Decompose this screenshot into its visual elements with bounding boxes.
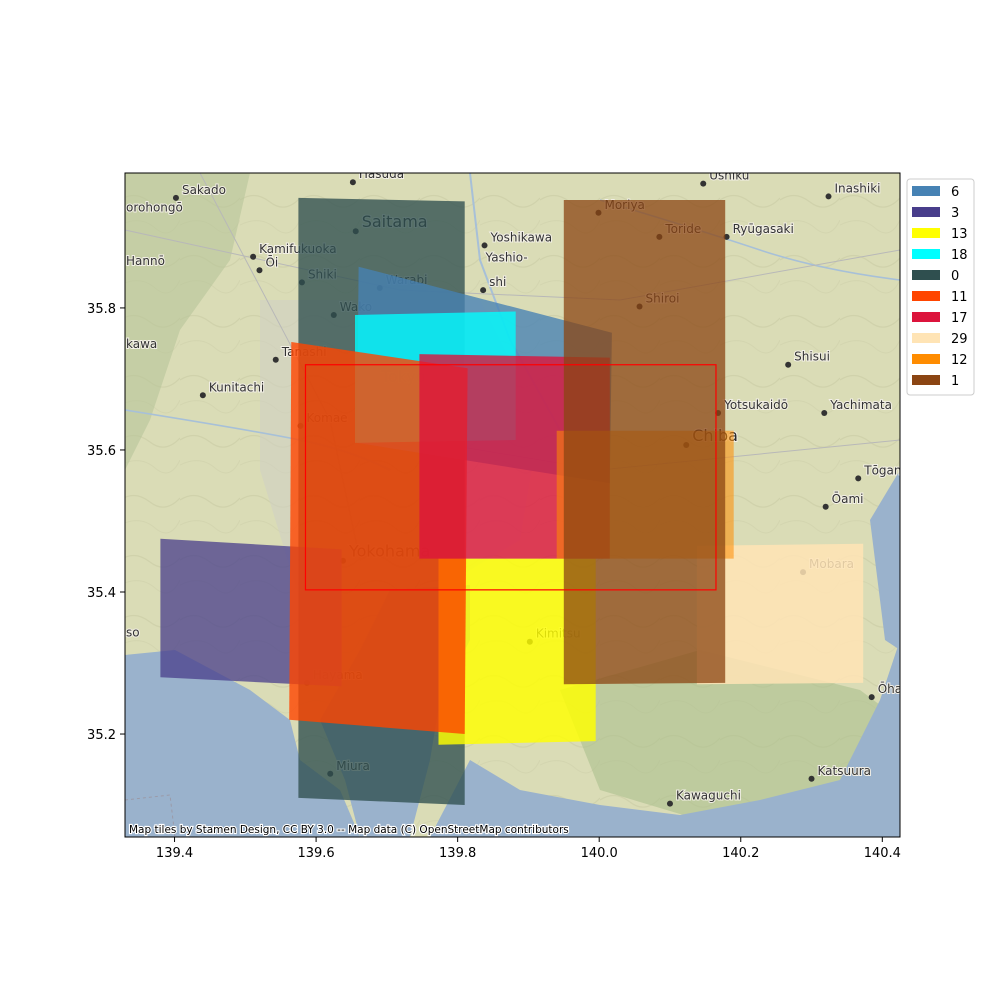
place-label: Inashiki: [835, 181, 881, 195]
footprint-polygons: [160, 197, 864, 805]
y-tick-label: 35.2: [87, 728, 116, 743]
place-label: shi: [489, 275, 506, 289]
legend-swatch-17: [912, 312, 940, 322]
legend: 6 3 13 18 0 11 17 29 12 1: [906, 178, 975, 396]
y-tick-label: 35.8: [87, 302, 116, 317]
x-tick-label: 140.4: [864, 846, 901, 861]
place-label: Katsuura: [818, 764, 871, 778]
boso-hills: [560, 650, 900, 820]
place-label: Yashio-: [485, 250, 528, 264]
place-label: Yoshikawa: [490, 230, 553, 244]
place-label: Ōhara: [878, 682, 915, 696]
place-label: orohongō: [126, 201, 183, 215]
place-label: Kawaguchi: [676, 789, 741, 803]
place-dot: [199, 392, 206, 399]
place-dot: [272, 356, 279, 363]
footprint-13: [438, 558, 596, 745]
legend-swatch-6: [912, 186, 940, 196]
legend-label: 18: [951, 248, 968, 263]
legend-swatch-13: [912, 228, 940, 238]
place-dot: [480, 287, 487, 294]
legend-label: 13: [951, 227, 968, 242]
map-axes: SakadoHasudaUshikuInashikiorohongōSaitam…: [125, 167, 915, 837]
place-label: Kunitachi: [209, 380, 264, 394]
place-dot: [666, 800, 673, 807]
footprint-29: [696, 543, 864, 685]
place-label: Yotsukaidō: [723, 398, 788, 412]
legend-swatch-29: [912, 333, 940, 343]
road: [125, 229, 900, 301]
y-tick-label: 35.4: [87, 586, 116, 601]
footprint-1: [563, 200, 726, 685]
place-label: Sakado: [182, 183, 226, 197]
west-hills: [125, 173, 250, 470]
place-dot: [825, 193, 832, 200]
x-tick-label: 140.0: [581, 846, 618, 861]
legend-swatch-1: [912, 375, 940, 385]
place-dot: [256, 267, 263, 274]
legend-label: 17: [951, 311, 968, 326]
legend-label: 3: [951, 206, 959, 221]
place-label: Shisui: [794, 350, 830, 364]
legend-swatch-0: [912, 270, 940, 280]
map-attribution: Map tiles by Stamen Design, CC BY 3.0 --…: [129, 824, 569, 836]
place-dot: [808, 775, 815, 782]
place-label: Hannō: [126, 254, 165, 268]
x-tick-label: 139.6: [297, 846, 334, 861]
place-dot: [250, 253, 257, 260]
place-dot: [822, 503, 829, 510]
legend-label: 29: [951, 332, 968, 347]
place-label: kawa: [126, 337, 157, 351]
place-label: Ōi: [265, 255, 278, 269]
boundary-line: [125, 794, 176, 837]
axes-frame: [124, 172, 901, 838]
legend-label: 11: [951, 290, 968, 305]
legend-label: 1: [951, 374, 959, 389]
place-label: Tōgane: [863, 463, 909, 477]
kujukuri-coast: [870, 470, 900, 650]
legend-swatch-18: [912, 249, 940, 259]
x-tick-label: 140.2: [722, 846, 759, 861]
legend-label: 12: [951, 353, 968, 368]
y-tick-label: 35.6: [87, 444, 116, 459]
x-axis: 139.4 139.6 139.8 140.0 140.2 140.4: [156, 837, 901, 861]
place-dot: [868, 694, 875, 701]
place-label: Hasuda: [359, 167, 404, 181]
y-axis: 35.2 35.4 35.6 35.8: [87, 302, 125, 743]
pacific-ocean: [430, 640, 900, 837]
place-label: Ryūgasaki: [733, 222, 794, 236]
place-dot: [172, 194, 179, 201]
legend-swatch-11: [912, 291, 940, 301]
place-dot: [700, 180, 707, 187]
place-dot: [481, 242, 488, 249]
legend-label: 0: [951, 269, 959, 284]
bbox-outline: [304, 364, 717, 591]
place-dot: [785, 361, 792, 368]
place-dot: [349, 179, 356, 186]
legend-swatch-12: [912, 354, 940, 364]
place-dot: [821, 410, 828, 417]
place-label: so: [126, 625, 140, 639]
legend-label: 6: [951, 185, 959, 200]
place-label: Ushiku: [709, 169, 749, 183]
place-label: Ōami: [832, 492, 864, 506]
x-tick-label: 139.4: [156, 846, 193, 861]
x-tick-label: 139.8: [439, 846, 476, 861]
place-label: Yachimata: [829, 398, 892, 412]
legend-swatch-3: [912, 207, 940, 217]
place-dot: [855, 475, 862, 482]
